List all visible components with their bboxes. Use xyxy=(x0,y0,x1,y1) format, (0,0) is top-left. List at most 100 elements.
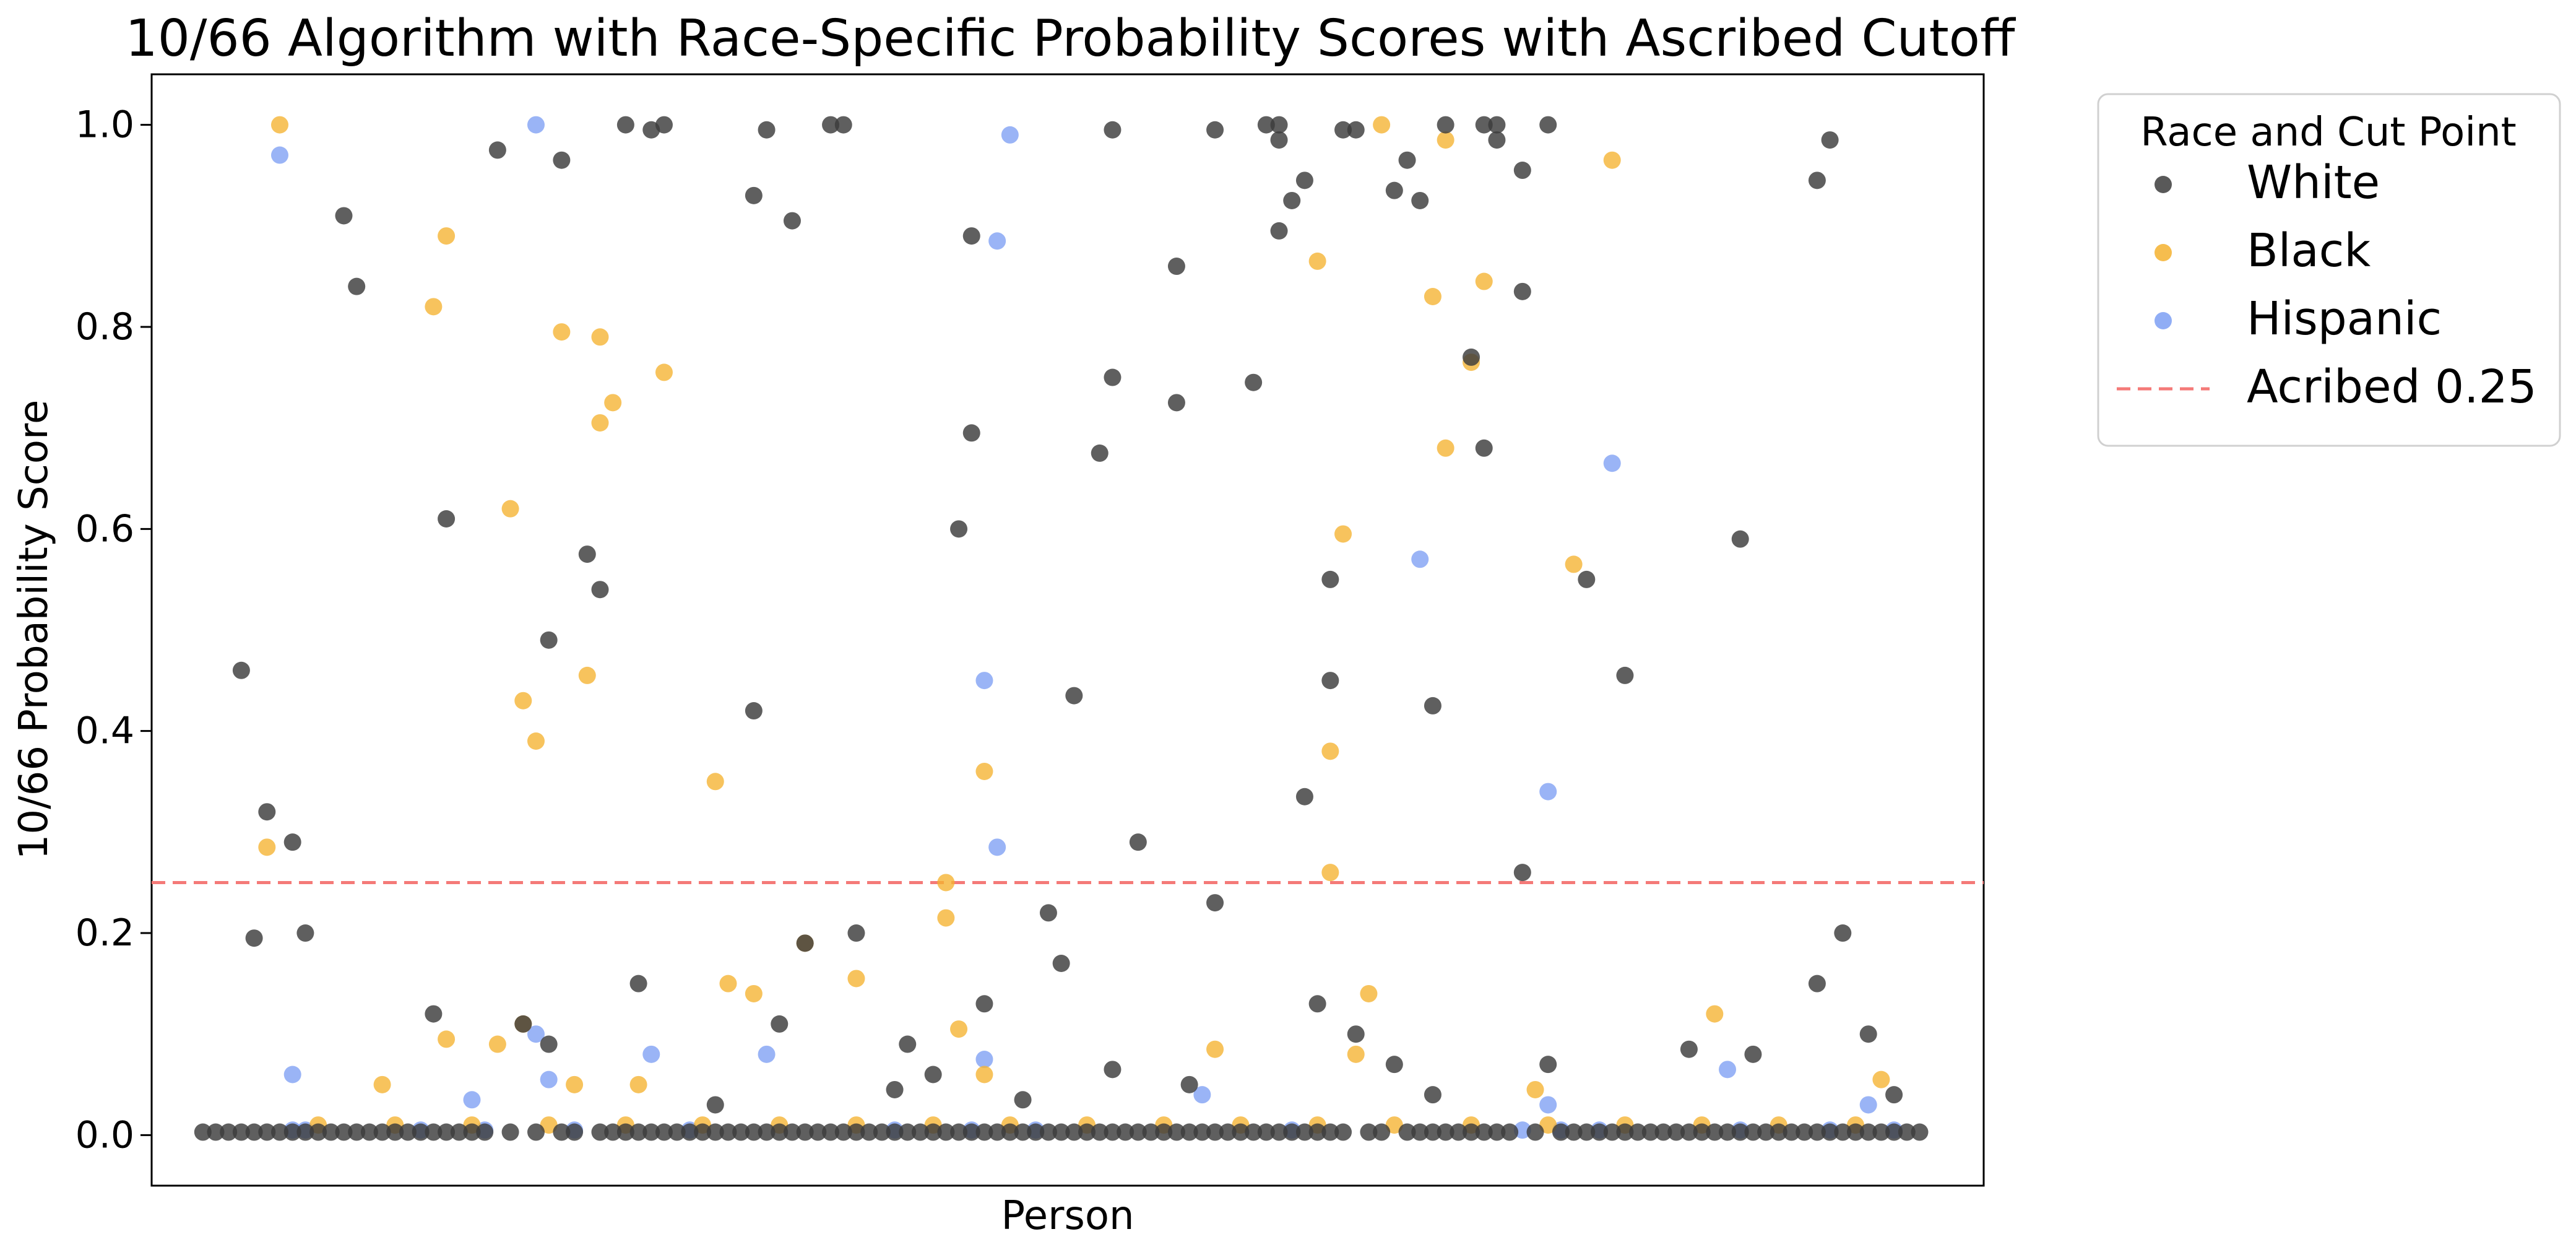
data-point-white xyxy=(283,833,301,851)
data-point-white xyxy=(1693,1123,1711,1141)
legend-label-white: White xyxy=(2247,156,2380,209)
data-point-white xyxy=(604,1123,622,1141)
data-point-white xyxy=(1001,1123,1019,1141)
data-point-hispanic xyxy=(1001,126,1019,144)
data-point-white xyxy=(1488,1123,1506,1141)
data-point-white xyxy=(245,929,263,947)
y-axis-label: 10/66 Probability Score xyxy=(11,400,57,860)
data-point-white xyxy=(860,1123,878,1141)
data-point-white xyxy=(1334,121,1352,139)
data-point-white xyxy=(1155,1123,1173,1141)
data-point-black xyxy=(1437,439,1454,457)
data-point-black xyxy=(1539,1116,1557,1134)
data-point-white xyxy=(1347,1025,1365,1043)
data-point-white xyxy=(1834,1123,1852,1141)
data-point-white xyxy=(1257,116,1275,134)
data-point-white xyxy=(488,141,506,159)
data-point-white xyxy=(1680,1123,1698,1141)
data-point-white xyxy=(540,1035,558,1053)
data-point-white xyxy=(348,1123,366,1141)
data-point-black xyxy=(1872,1070,1890,1088)
data-point-white xyxy=(950,1123,968,1141)
data-point-black xyxy=(706,773,724,791)
legend-marker-hispanic xyxy=(2155,312,2172,329)
data-point-white xyxy=(847,924,865,942)
data-point-white xyxy=(1129,1123,1147,1141)
data-point-hispanic xyxy=(988,232,1006,250)
data-point-white xyxy=(1731,530,1749,548)
data-point-white xyxy=(809,1123,827,1141)
legend-label-cutoff: Acribed 0.25 xyxy=(2247,360,2537,414)
data-point-white xyxy=(1437,1123,1454,1141)
data-point-hispanic xyxy=(1539,783,1557,801)
data-point-white xyxy=(758,1123,776,1141)
data-point-black xyxy=(1424,288,1441,305)
data-point-white xyxy=(207,1123,225,1141)
data-point-black xyxy=(629,1075,647,1093)
data-point-white xyxy=(476,1123,494,1141)
data-point-white xyxy=(642,1123,660,1141)
data-point-black xyxy=(1347,1045,1365,1063)
data-point-black xyxy=(591,328,609,346)
data-point-white xyxy=(283,1123,301,1141)
data-point-white xyxy=(629,975,647,992)
data-point-black xyxy=(1321,864,1339,882)
data-point-black xyxy=(1308,252,1326,270)
data-point-white xyxy=(924,1123,942,1141)
y-tick-label: 0.8 xyxy=(76,305,134,349)
data-point-white xyxy=(629,1123,647,1141)
data-point-white xyxy=(1565,1123,1583,1141)
data-point-white xyxy=(1539,116,1557,134)
data-point-white xyxy=(1821,1123,1839,1141)
data-point-white xyxy=(681,1123,699,1141)
data-point-white xyxy=(886,1080,904,1098)
data-point-white xyxy=(1295,1123,1313,1141)
data-point-white xyxy=(1091,444,1109,462)
plot-frame xyxy=(150,73,1985,1187)
data-point-white xyxy=(1245,373,1263,391)
data-point-white xyxy=(975,1123,993,1141)
data-point-white xyxy=(1475,116,1493,134)
data-point-white xyxy=(1039,1123,1057,1141)
data-point-black xyxy=(1603,151,1621,169)
data-point-black xyxy=(578,666,596,684)
data-point-white xyxy=(1167,258,1185,276)
data-point-white xyxy=(668,1123,686,1141)
data-point-white xyxy=(309,1123,327,1141)
data-point-white xyxy=(1385,1056,1403,1074)
data-point-white xyxy=(1859,1123,1877,1141)
data-point-white xyxy=(1206,894,1224,912)
data-point-white xyxy=(1526,1123,1544,1141)
data-point-white xyxy=(1770,1123,1787,1141)
data-point-white xyxy=(296,924,314,942)
data-point-white xyxy=(899,1035,917,1053)
data-point-white xyxy=(399,1123,417,1141)
data-point-white xyxy=(1104,121,1122,139)
data-point-black xyxy=(937,909,955,927)
data-point-white xyxy=(1513,864,1531,882)
data-point-black xyxy=(1360,984,1378,1002)
data-point-black xyxy=(975,762,993,780)
legend-box xyxy=(2097,93,2561,447)
data-point-white xyxy=(1744,1045,1762,1063)
data-point-white xyxy=(1616,666,1634,684)
data-point-black xyxy=(1373,116,1391,134)
data-point-white xyxy=(1885,1123,1903,1141)
data-point-white xyxy=(335,207,353,225)
data-point-hispanic xyxy=(988,838,1006,856)
data-point-white xyxy=(1347,121,1365,139)
data-point-white xyxy=(962,424,980,442)
data-point-white xyxy=(1475,439,1493,457)
data-point-white xyxy=(335,1123,353,1141)
data-point-white xyxy=(360,1123,378,1141)
data-point-white xyxy=(1411,1123,1429,1141)
data-point-white xyxy=(258,803,276,821)
data-point-white xyxy=(1167,394,1185,412)
data-point-black xyxy=(1385,1116,1403,1134)
data-point-white xyxy=(553,1123,571,1141)
data-point-white xyxy=(1719,1123,1737,1141)
data-point-black xyxy=(950,1020,968,1038)
data-point-white xyxy=(1027,1123,1045,1141)
data-point-white xyxy=(553,151,571,169)
data-point-black xyxy=(258,838,276,856)
